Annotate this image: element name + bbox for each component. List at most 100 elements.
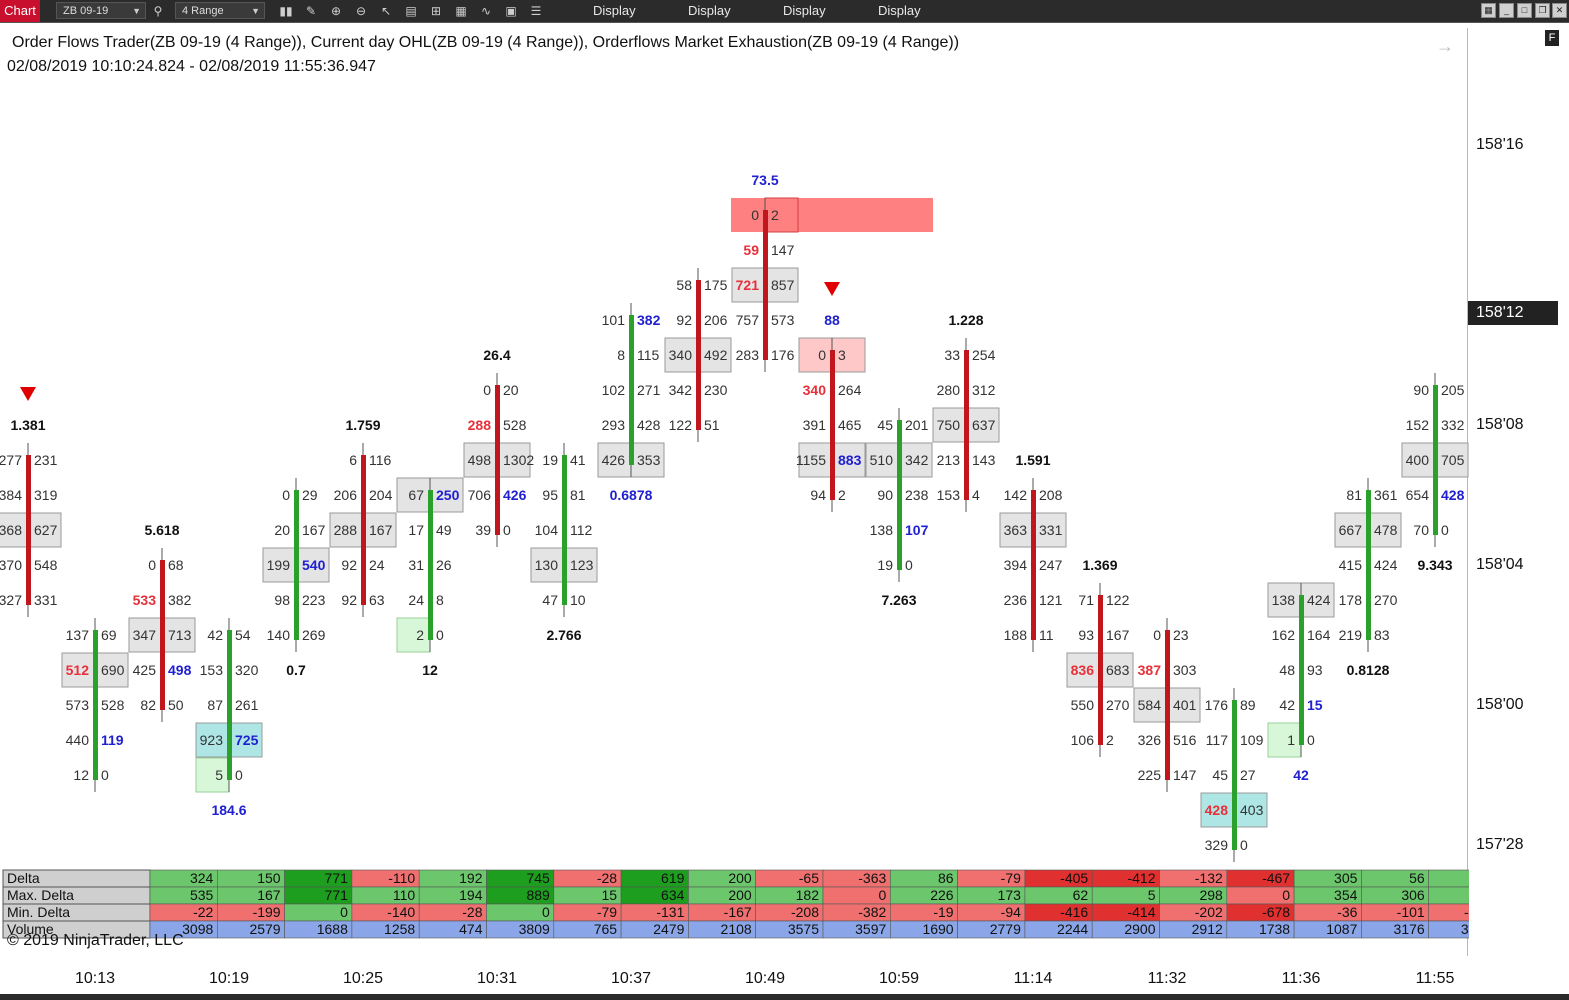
minimize-icon[interactable]: _ (1499, 3, 1514, 18)
maximize-icon[interactable]: □ (1517, 3, 1532, 18)
time-axis[interactable]: 10:13 10:19 10:25 10:31 10:37 10:49 10:5… (0, 958, 1469, 998)
bid-volume: 283 (736, 347, 760, 363)
stats-value: 0 (542, 904, 550, 920)
stats-value: 167 (257, 887, 281, 903)
ask-volume: 164 (1307, 627, 1331, 643)
zoom-in-icon[interactable]: ⊕ (330, 4, 342, 18)
ask-volume: 540 (302, 557, 326, 573)
stats-value: -414 (1127, 904, 1155, 920)
zero-print-cell (195, 757, 230, 793)
bid-volume: 142 (1004, 487, 1028, 503)
exhaustion-ratio-label: 0.8128 (1347, 662, 1390, 678)
ask-volume: 26 (436, 557, 452, 573)
pointer-icon[interactable]: ↖ (380, 4, 392, 18)
f-button[interactable]: F (1545, 30, 1559, 46)
strategies-icon[interactable]: ▦ (455, 4, 467, 18)
ask-volume: 573 (771, 312, 795, 328)
ask-volume: 264 (838, 382, 862, 398)
bid-volume: 42 (1279, 697, 1295, 713)
bid-volume: 106 (1071, 732, 1095, 748)
bid-volume: 70 (1413, 522, 1429, 538)
ask-volume: 109 (1240, 732, 1264, 748)
ask-volume: 231 (34, 452, 58, 468)
bear-bar-body (26, 455, 31, 605)
stats-value: 324 (190, 870, 214, 886)
stats-value: 3597 (855, 921, 886, 937)
stats-value: 3036 (1461, 921, 1469, 937)
bid-volume: 213 (937, 452, 961, 468)
copyright: © 2019 NinjaTrader, LLC (7, 932, 184, 949)
display-button-2[interactable]: Display (688, 3, 731, 18)
pencil-icon[interactable]: ✎ (305, 4, 317, 18)
stats-value: -110 (388, 870, 415, 886)
price-axis[interactable]: 158'16 158'12 158'08 158'04 158'00 157'2… (1468, 28, 1569, 956)
display-button-3[interactable]: Display (783, 3, 826, 18)
ask-volume: 883 (838, 452, 862, 468)
stats-value: -208 (791, 904, 819, 920)
ask-volume: 208 (1039, 487, 1063, 503)
close-icon[interactable]: ✕ (1552, 3, 1567, 18)
ask-volume: 15 (1307, 697, 1323, 713)
bid-volume: 102 (602, 382, 626, 398)
bid-volume: 122 (669, 417, 693, 433)
ask-volume: 269 (302, 627, 326, 643)
stats-value: 0 (879, 887, 887, 903)
stats-value: 192 (459, 870, 483, 886)
bar-type-icon[interactable]: ▮▮ (279, 4, 293, 18)
period-selector[interactable]: 4 Range ▼ (175, 2, 265, 19)
restore-icon[interactable]: ❐ (1535, 3, 1550, 18)
chart-panel[interactable] (2, 28, 1468, 956)
ask-volume: 50 (168, 697, 184, 713)
bid-volume: 757 (736, 312, 760, 328)
sell-signal-icon (20, 387, 36, 401)
bid-volume: 31 (408, 557, 424, 573)
stats-value: 0 (340, 904, 348, 920)
bid-volume: 288 (468, 417, 492, 433)
display-button-4[interactable]: Display (878, 3, 921, 18)
bid-volume: 140 (267, 627, 291, 643)
stats-value: 150 (257, 870, 281, 886)
search-icon[interactable]: ⚲ (153, 4, 163, 18)
ask-volume: 167 (302, 522, 326, 538)
properties-icon[interactable]: ▤ (405, 4, 417, 18)
templates-icon[interactable]: ⊞ (430, 4, 442, 18)
bid-volume: 130 (535, 557, 559, 573)
ask-volume: 401 (1173, 697, 1197, 713)
list-icon[interactable]: ☰ (530, 4, 542, 18)
stats-value: 2244 (1057, 921, 1088, 937)
zoom-out-icon[interactable]: ⊖ (355, 4, 367, 18)
ask-volume: 690 (101, 662, 125, 678)
ask-volume: 426 (503, 487, 527, 503)
bear-bar-body (1165, 630, 1170, 780)
bid-volume: 340 (803, 382, 827, 398)
arrow-right-icon[interactable]: → (1436, 36, 1454, 56)
exhaustion-ratio-label: 5.618 (144, 522, 179, 538)
ask-volume: 3 (838, 347, 846, 363)
exhaustion-ratio-label: 26.4 (483, 347, 510, 363)
tile-icon[interactable]: ▦ (1481, 3, 1496, 18)
bid-volume: 45 (877, 417, 893, 433)
indicator-legend: Order Flows Trader(ZB 09-19 (4 Range)), … (12, 34, 960, 51)
stats-value: -22 (193, 904, 213, 920)
bid-volume: 33 (944, 347, 960, 363)
chart-tab[interactable]: Chart (0, 0, 40, 22)
ask-volume: 428 (1441, 487, 1465, 503)
ask-volume: 319 (34, 487, 58, 503)
indicators-icon[interactable]: ∿ (480, 4, 492, 18)
bid-volume: 199 (267, 557, 291, 573)
stats-value: 5 (1148, 887, 1156, 903)
instrument-selector[interactable]: ZB 09-19 ▼ (56, 2, 146, 19)
ask-volume: 121 (1039, 592, 1063, 608)
ask-volume: 107 (905, 522, 929, 538)
display-button-1[interactable]: Display (593, 3, 636, 18)
stats-value: -161 (1464, 904, 1469, 920)
bid-volume: 206 (334, 487, 358, 503)
instrument-value: ZB 09-19 (63, 5, 109, 17)
data-box-icon[interactable]: ▣ (505, 4, 517, 18)
stats-value: -202 (1195, 904, 1223, 920)
exhaustion-ratio-label: 184.6 (211, 802, 246, 818)
bid-volume: 0 (818, 347, 826, 363)
stats-value: 2912 (1192, 921, 1223, 937)
time-label: 11:32 (1147, 970, 1187, 987)
